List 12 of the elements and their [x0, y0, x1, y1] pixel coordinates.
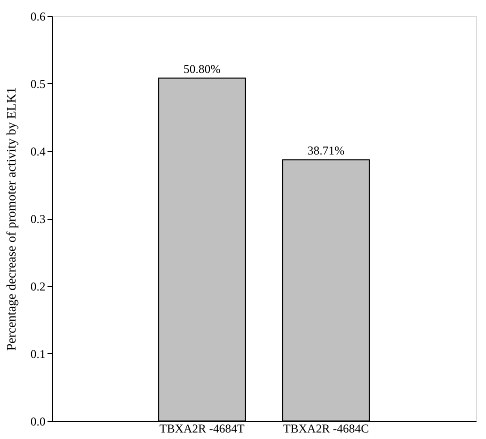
y-axis-title: Percentage decrease of promoter activity by ELK1	[4, 87, 18, 351]
x-tick-label: TBXA2R -4684T	[160, 422, 246, 436]
y-tick-label: 0.4	[30, 144, 46, 158]
data-label: 50.80%	[184, 62, 221, 76]
y-tick-label: 0.6	[30, 10, 46, 24]
x-tick-label: TBXA2R -4684C	[283, 422, 369, 436]
y-tick-label: 0.5	[30, 77, 46, 91]
y-tick-label: 0.3	[30, 212, 46, 226]
y-tick-label: 0.0	[30, 414, 46, 428]
data-label: 38.71%	[307, 144, 344, 158]
y-tick-label: 0.1	[30, 347, 46, 361]
y-tick-label: 0.2	[30, 280, 46, 294]
